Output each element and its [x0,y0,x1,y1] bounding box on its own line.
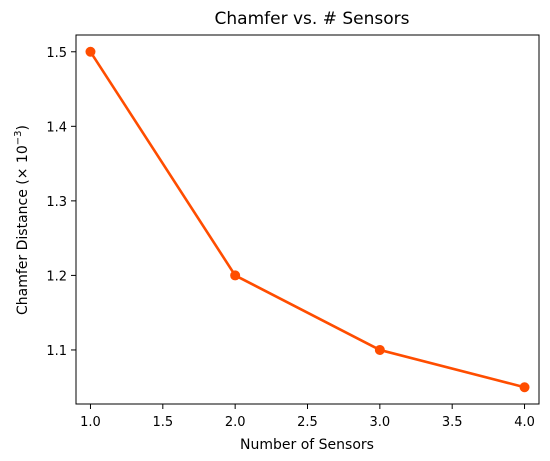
x-tick-label: 3.0 [370,415,391,430]
y-tick-label: 1.1 [46,344,67,359]
y-axis-label-suffix: ) [15,125,31,130]
x-tick-label: 2.5 [297,415,318,430]
series-points [85,46,530,393]
data-point [374,344,385,355]
y-axis-label: Chamfer Distance (× 10−3) [13,125,31,315]
x-axis: 1.0 1.5 2.0 2.5 3.0 3.5 4.0 [80,404,535,430]
plot-area [75,34,540,405]
y-tick-label: 1.5 [46,46,67,61]
y-tick-label: 1.4 [46,120,67,135]
series-line [89,50,526,389]
y-axis-label-prefix: Chamfer Distance (× 10 [15,145,31,315]
y-tick-label: 1.3 [46,195,67,210]
x-tick-label: 2.0 [225,415,246,430]
y-axis-label-exponent: −3 [13,130,24,145]
x-tick-label: 3.5 [442,415,463,430]
x-axis-label: Number of Sensors [240,437,374,453]
plot-frame [75,34,540,405]
data-point [85,46,96,57]
y-axis: 1.1 1.2 1.3 1.4 1.5 [46,46,76,359]
y-tick-label: 1.2 [46,269,67,284]
data-point [519,382,530,393]
x-tick-label: 4.0 [514,415,535,430]
data-point [230,270,241,281]
x-tick-label: 1.5 [152,415,173,430]
chart-title: Chamfer vs. # Sensors [215,9,410,29]
x-tick-label: 1.0 [80,415,101,430]
